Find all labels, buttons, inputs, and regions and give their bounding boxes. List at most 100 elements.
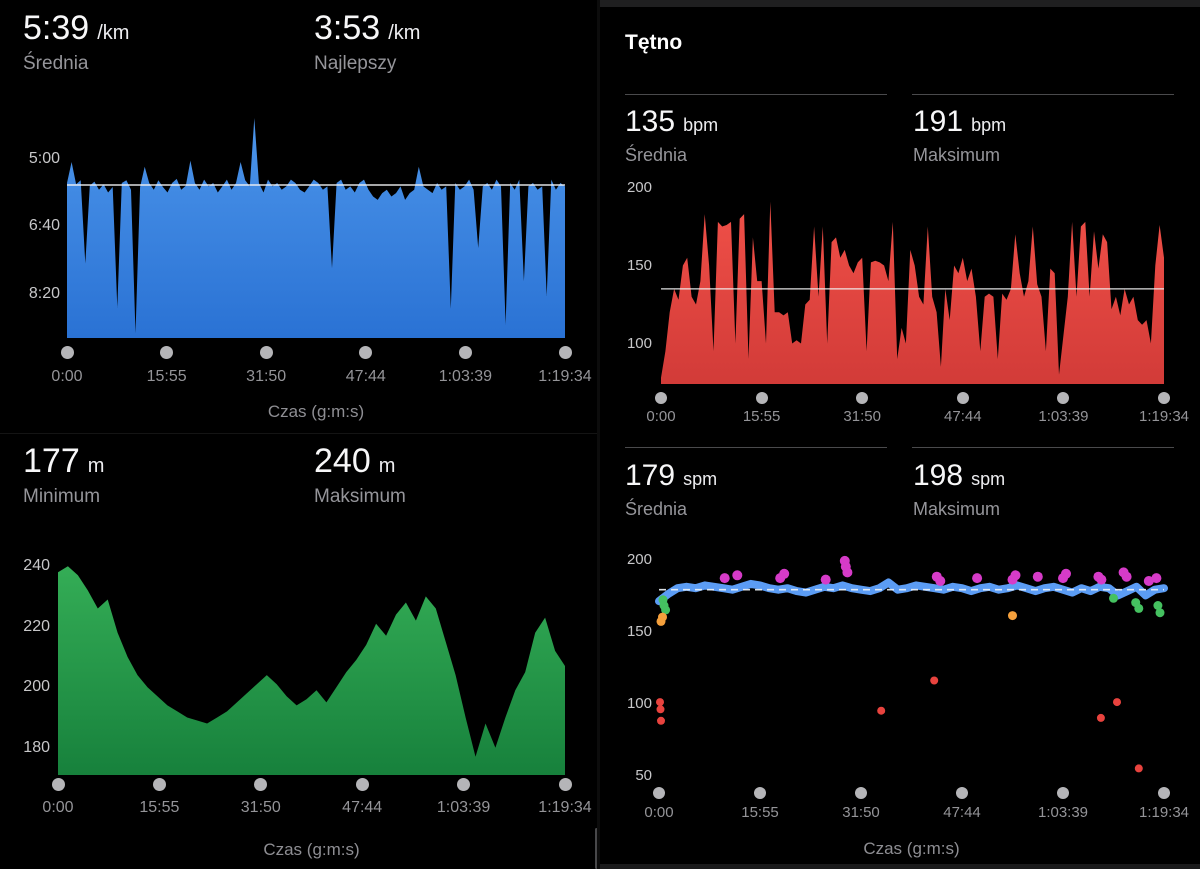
elevation-y-tick-label: 240 — [23, 557, 50, 575]
cadence-y-tick-label: 150 — [626, 623, 652, 640]
x-tick-dot — [457, 777, 471, 791]
cadence-band — [655, 578, 1168, 606]
cadence-x-tick-label: 15:55 — [741, 803, 779, 821]
stat-divider — [625, 94, 887, 95]
cadence-low-outliers-green — [1134, 603, 1144, 613]
x-tick-dot — [655, 392, 667, 404]
cadence-low-outliers-red — [877, 706, 886, 715]
cadence-high-outliers — [1061, 568, 1071, 579]
scrollbar-thumb[interactable] — [595, 828, 598, 869]
best-pace-label: Najlepszy — [314, 53, 397, 74]
elevation-x-tick-label: 15:55 — [139, 799, 180, 816]
cadence-high-outliers — [779, 568, 790, 579]
x-tick-dot — [359, 345, 373, 359]
cadence-low-outliers-red — [1096, 713, 1105, 722]
cadence-high-outliers — [820, 574, 831, 585]
hr-x-tick-label: 1:19:34 — [1138, 407, 1190, 425]
x-tick-dot — [60, 345, 74, 359]
cadence-high-outliers — [935, 576, 946, 586]
elevation-x-tick-label: 1:19:34 — [538, 799, 592, 816]
x-tick-dot — [160, 345, 174, 359]
cadence-low-outliers-red — [656, 705, 665, 714]
max-hr-label: Maksimum — [913, 145, 1001, 165]
hr-x-tick-label: 0:00 — [646, 407, 676, 425]
x-tick-dot — [956, 787, 968, 799]
avg-cadence-unit: spm — [683, 469, 718, 489]
x-tick-dot — [956, 392, 969, 404]
avg-pace-unit: /km — [97, 22, 130, 44]
cadence-x-tick-label: 1:19:34 — [1138, 803, 1190, 821]
cadence-y-tick-label: 200 — [626, 550, 652, 568]
min-elevation-stat: 177 m Minimum — [23, 444, 104, 508]
heart-rate-cadence-panel: Tętno 135 bpm Średnia 191 bpm Maksimum 200… — [600, 0, 1200, 869]
max-cadence-stat: 198 spm Maksimum — [913, 461, 1005, 520]
stat-divider — [625, 447, 887, 448]
x-tick-dot — [51, 777, 65, 791]
avg-hr-stat: 135 bpm Średnia — [625, 107, 718, 166]
elevation-y-tick-label: 220 — [23, 617, 50, 635]
max-hr-unit: bpm — [971, 115, 1007, 135]
avg-pace-value: 5:39/km — [23, 9, 130, 47]
elevation-x-tick-label: 47:44 — [342, 799, 383, 816]
pace-plot — [67, 118, 565, 338]
cadence-low-outliers-red — [1113, 698, 1121, 707]
cadence-high-outliers — [1032, 571, 1043, 582]
x-tick-dot — [856, 392, 869, 404]
avg-cadence-stat: 179 spm Średnia — [625, 461, 717, 520]
pace-x-tick-label: 47:44 — [345, 368, 386, 385]
pace-x-tick-label: 1:03:39 — [438, 368, 493, 385]
pace-x-tick-label: 31:50 — [246, 368, 287, 385]
cadence-x-tick-label: 1:03:39 — [1037, 803, 1089, 821]
hr-y-tick-label: 150 — [626, 257, 652, 274]
cadence-low-outliers-red — [930, 676, 939, 685]
cadence-high-outliers — [1010, 570, 1021, 581]
avg-cadence-value: 179 spm — [625, 459, 718, 492]
pace-x-tick-label: 0:00 — [51, 368, 83, 385]
cadence-x-tick-label: 0:00 — [644, 803, 674, 821]
x-tick-dot — [152, 777, 166, 791]
elevation-x-tick-label: 1:03:39 — [436, 799, 491, 816]
stat-divider — [912, 447, 1174, 448]
elevation-x-tick-label: 0:00 — [42, 799, 74, 816]
pace-y-tick-label: 6:40 — [28, 217, 60, 235]
cadence-y-tick-label: 100 — [626, 695, 652, 712]
cadence-chart[interactable]: 200 150 100 50 0:00 15:55 31:50 47:44 1:03:39 1:1… — [600, 0, 1200, 869]
elevation-chart[interactable]: 240 220 200 180 0:00 15:55 31:50 47:44 1:03:39 1:… — [0, 0, 597, 869]
x-tick-dot — [558, 777, 572, 791]
max-cadence-value: 198 spm — [913, 459, 1006, 492]
panel-divider — [597, 0, 600, 869]
elevation-x-tick-label: 31:50 — [240, 799, 281, 816]
page-title: Tętno — [625, 31, 683, 54]
pace-chart[interactable]: 5:00 6:40 8:20 0:00 15:55 31:50 47:44 1:03:39 1:… — [0, 0, 597, 869]
pace-y-tick-label: 5:00 — [28, 149, 60, 167]
x-tick-dot — [855, 787, 867, 799]
best-pace-unit: /km — [388, 22, 421, 44]
stat-divider — [912, 94, 1174, 95]
cadence-high-outliers — [842, 567, 853, 578]
x-tick-dot — [1158, 787, 1170, 799]
heart-rate-area — [661, 201, 1164, 384]
cadence-low-outliers-red — [1134, 764, 1143, 773]
max-hr-stat: 191 bpm Maksimum — [913, 107, 1006, 166]
hr-plot — [661, 201, 1164, 384]
heart-rate-chart[interactable]: 200 150 100 0:00 15:55 31:50 47:44 1:03:39 1:19:… — [600, 0, 1200, 869]
best-pace-value: 3:53/km — [314, 9, 421, 47]
elevation-y-tick-label: 200 — [23, 678, 50, 696]
x-tick-dot — [1057, 392, 1070, 404]
pace-area — [67, 118, 565, 338]
elevation-plot — [58, 566, 565, 775]
min-elevation-value: 177 m — [23, 442, 105, 480]
min-elevation-unit: m — [87, 455, 105, 477]
panel-top-edge — [600, 0, 1200, 7]
x-tick-dot — [754, 787, 766, 799]
hr-x-tick-label: 15:55 — [742, 407, 781, 425]
cadence-x-axis-title: Czas (g:m:s) — [863, 839, 960, 858]
max-cadence-unit: spm — [971, 469, 1006, 489]
avg-hr-value: 135 bpm — [625, 105, 719, 138]
max-elevation-stat: 240 m Maksimum — [314, 444, 406, 508]
max-elevation-unit: m — [378, 455, 396, 477]
hr-y-tick-label: 100 — [626, 335, 652, 352]
x-tick-dot — [755, 392, 768, 404]
max-elevation-label: Maksimum — [314, 486, 406, 507]
avg-cadence-label: Średnia — [625, 499, 688, 519]
